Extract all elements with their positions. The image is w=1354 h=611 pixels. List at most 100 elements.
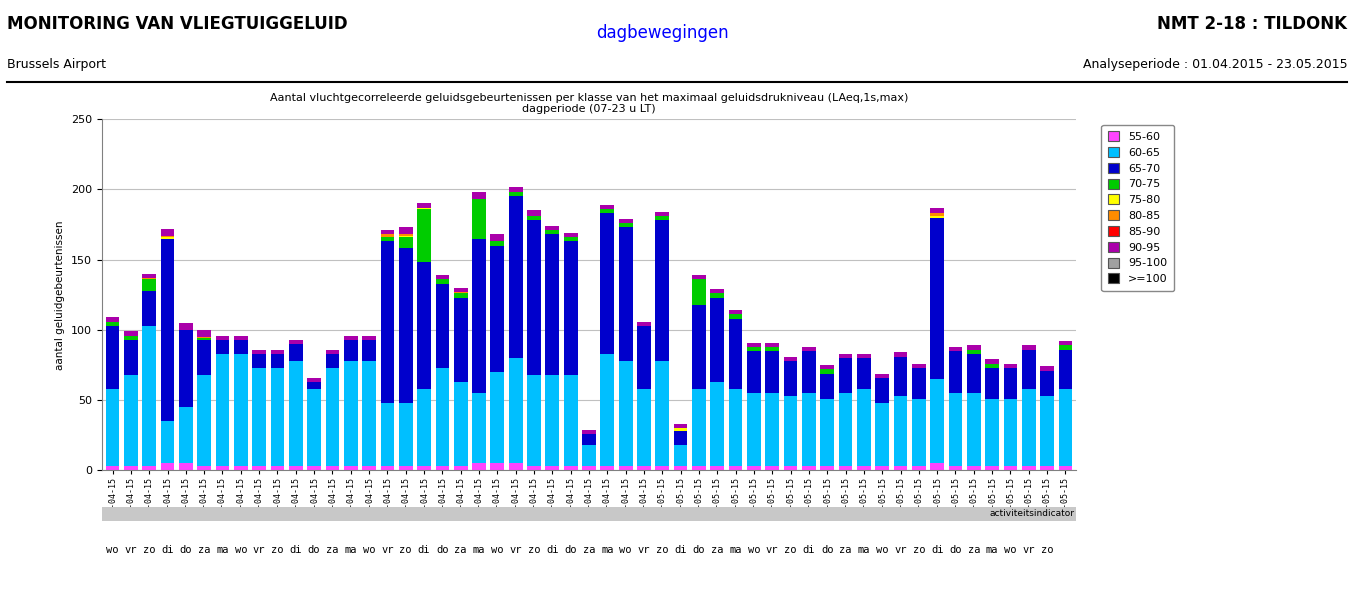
- Bar: [857, 466, 871, 470]
- Bar: [913, 399, 926, 466]
- Bar: [234, 335, 248, 340]
- Bar: [252, 354, 265, 368]
- Bar: [234, 466, 248, 470]
- Bar: [711, 466, 724, 470]
- Text: vr: vr: [509, 545, 521, 555]
- Bar: [509, 197, 523, 358]
- Bar: [1003, 368, 1017, 399]
- Bar: [509, 463, 523, 470]
- Bar: [454, 466, 467, 470]
- Text: do: do: [949, 545, 961, 555]
- Text: zo: zo: [1041, 545, 1053, 555]
- Bar: [399, 403, 413, 466]
- Bar: [930, 216, 944, 218]
- Bar: [711, 298, 724, 382]
- Bar: [986, 368, 999, 399]
- Text: za: za: [711, 545, 723, 555]
- Bar: [747, 466, 761, 470]
- Text: do: do: [565, 545, 577, 555]
- Bar: [546, 466, 559, 470]
- Bar: [692, 305, 705, 389]
- Bar: [417, 263, 431, 389]
- Bar: [563, 466, 578, 470]
- Bar: [563, 241, 578, 375]
- Bar: [363, 340, 376, 361]
- Bar: [454, 298, 467, 382]
- Bar: [473, 393, 486, 463]
- Bar: [619, 219, 632, 223]
- Bar: [436, 368, 450, 466]
- Bar: [380, 241, 394, 403]
- Bar: [417, 466, 431, 470]
- Bar: [582, 434, 596, 445]
- Bar: [728, 466, 742, 470]
- Text: ma: ma: [217, 545, 229, 555]
- Bar: [527, 375, 540, 466]
- Bar: [913, 368, 926, 399]
- Text: ma: ma: [730, 545, 742, 555]
- Bar: [490, 246, 504, 372]
- Bar: [307, 466, 321, 470]
- Bar: [765, 347, 779, 351]
- Text: do: do: [436, 545, 448, 555]
- Bar: [436, 275, 450, 279]
- Bar: [417, 389, 431, 466]
- Bar: [198, 337, 211, 338]
- Text: vr: vr: [1022, 545, 1034, 555]
- Bar: [1022, 466, 1036, 470]
- Bar: [600, 466, 615, 470]
- Bar: [728, 310, 742, 315]
- Bar: [1059, 345, 1072, 349]
- Bar: [546, 235, 559, 375]
- Bar: [930, 379, 944, 463]
- Bar: [106, 389, 119, 466]
- Bar: [894, 396, 907, 466]
- Bar: [728, 319, 742, 389]
- Bar: [288, 361, 303, 466]
- Bar: [894, 466, 907, 470]
- Text: wo: wo: [234, 545, 246, 555]
- Bar: [380, 237, 394, 241]
- Bar: [198, 338, 211, 340]
- Bar: [142, 274, 156, 278]
- Bar: [930, 213, 944, 216]
- Bar: [198, 466, 211, 470]
- Text: do: do: [821, 545, 834, 555]
- Text: zo: zo: [784, 545, 796, 555]
- Bar: [765, 466, 779, 470]
- Bar: [638, 466, 651, 470]
- Bar: [986, 359, 999, 364]
- Bar: [655, 466, 669, 470]
- Bar: [949, 351, 963, 393]
- Bar: [1003, 466, 1017, 470]
- Text: ma: ma: [344, 545, 357, 555]
- Bar: [655, 212, 669, 216]
- Bar: [1059, 349, 1072, 389]
- Bar: [894, 353, 907, 357]
- Bar: [325, 368, 340, 466]
- Bar: [838, 393, 853, 466]
- Text: do: do: [693, 545, 705, 555]
- Text: zo: zo: [144, 545, 156, 555]
- Bar: [692, 389, 705, 466]
- Bar: [784, 361, 798, 396]
- Bar: [711, 289, 724, 293]
- Bar: [307, 378, 321, 382]
- Bar: [380, 466, 394, 470]
- Bar: [399, 249, 413, 403]
- Bar: [142, 279, 156, 291]
- Bar: [161, 422, 175, 463]
- Bar: [288, 340, 303, 344]
- Bar: [747, 351, 761, 393]
- Legend: 55-60, 60-65, 65-70, 70-75, 75-80, 80-85, 85-90, 90-95, 95-100, >=100: 55-60, 60-65, 65-70, 70-75, 75-80, 80-85…: [1102, 125, 1174, 291]
- Bar: [509, 358, 523, 463]
- Bar: [271, 368, 284, 466]
- Text: vr: vr: [766, 545, 779, 555]
- Bar: [198, 330, 211, 337]
- Text: wo: wo: [492, 545, 504, 555]
- Text: za: za: [839, 545, 852, 555]
- Bar: [473, 192, 486, 199]
- Bar: [563, 375, 578, 466]
- Bar: [325, 349, 340, 354]
- Bar: [307, 389, 321, 466]
